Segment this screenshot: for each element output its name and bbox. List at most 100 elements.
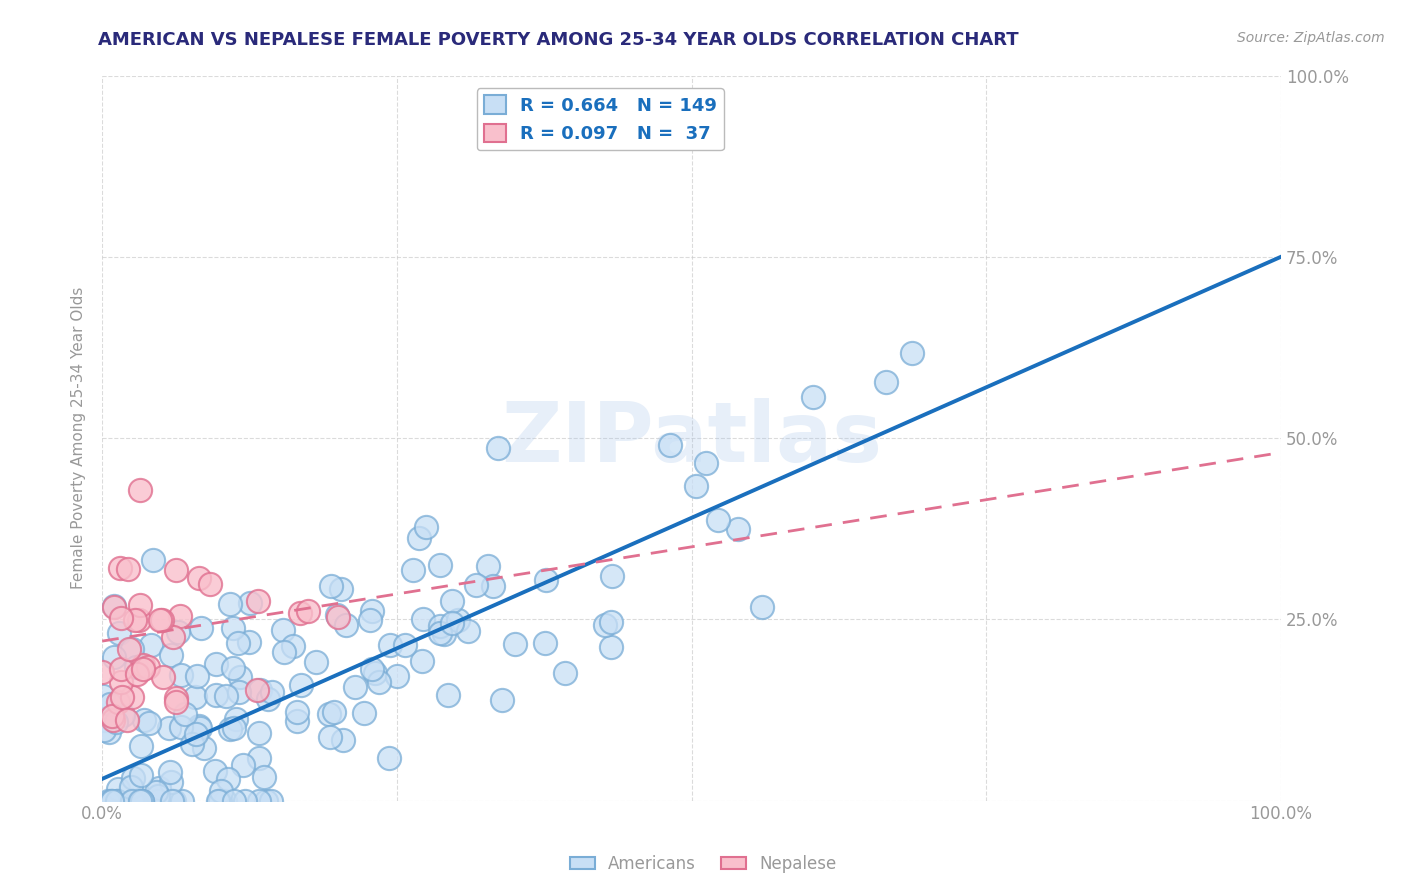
Point	[121, 642, 143, 657]
Point	[503, 637, 526, 651]
Point	[477, 559, 499, 574]
Point	[132, 657, 155, 672]
Point	[169, 668, 191, 682]
Point	[326, 609, 349, 624]
Point	[115, 714, 138, 728]
Point	[260, 685, 283, 699]
Point	[288, 606, 311, 620]
Point	[187, 719, 209, 733]
Point	[205, 688, 228, 702]
Point	[465, 578, 488, 592]
Point	[433, 626, 456, 640]
Point	[319, 730, 342, 744]
Legend: R = 0.664   N = 149, R = 0.097   N =  37: R = 0.664 N = 149, R = 0.097 N = 37	[477, 88, 724, 151]
Point	[271, 623, 294, 637]
Point	[600, 640, 623, 655]
Point	[162, 630, 184, 644]
Text: ZIPatlas: ZIPatlas	[501, 398, 882, 479]
Point	[249, 794, 271, 808]
Point	[335, 617, 357, 632]
Point	[184, 726, 207, 740]
Point	[429, 558, 451, 573]
Point	[122, 771, 145, 785]
Point	[214, 794, 236, 808]
Point	[110, 611, 132, 625]
Point	[103, 599, 125, 613]
Point	[727, 522, 749, 536]
Point	[224, 794, 246, 808]
Point	[108, 626, 131, 640]
Point	[111, 707, 134, 722]
Point	[207, 794, 229, 808]
Point	[121, 794, 143, 808]
Point	[200, 577, 222, 591]
Point	[249, 683, 271, 698]
Point	[169, 720, 191, 734]
Point	[326, 608, 349, 623]
Point	[536, 573, 558, 587]
Point	[128, 483, 150, 497]
Point	[128, 598, 150, 612]
Point	[100, 708, 122, 723]
Point	[353, 706, 375, 720]
Point	[121, 690, 143, 704]
Point	[486, 442, 509, 456]
Point	[751, 600, 773, 615]
Point	[901, 346, 924, 360]
Point	[131, 794, 153, 808]
Point	[121, 794, 143, 808]
Point	[91, 689, 114, 703]
Point	[659, 438, 682, 452]
Point	[260, 794, 283, 808]
Point	[129, 794, 152, 808]
Point	[290, 678, 312, 692]
Point	[93, 723, 115, 737]
Point	[224, 721, 246, 735]
Point	[707, 513, 730, 527]
Point	[167, 624, 190, 639]
Point	[319, 579, 342, 593]
Point	[364, 666, 387, 681]
Point	[229, 670, 252, 684]
Point	[218, 597, 240, 611]
Point	[429, 619, 451, 633]
Point	[148, 780, 170, 795]
Point	[146, 794, 169, 808]
Point	[146, 789, 169, 804]
Point	[186, 669, 208, 683]
Point	[323, 706, 346, 720]
Point	[329, 582, 352, 597]
Point	[247, 751, 270, 765]
Point	[238, 634, 260, 648]
Point	[215, 689, 238, 703]
Point	[600, 569, 623, 583]
Point	[149, 613, 172, 627]
Point	[247, 726, 270, 740]
Point	[332, 732, 354, 747]
Point	[281, 639, 304, 653]
Point	[411, 654, 433, 668]
Point	[367, 675, 389, 690]
Point	[110, 662, 132, 676]
Point	[129, 739, 152, 753]
Point	[152, 670, 174, 684]
Point	[209, 794, 232, 808]
Point	[120, 780, 142, 794]
Point	[359, 613, 381, 627]
Point	[145, 784, 167, 798]
Point	[221, 621, 243, 635]
Point	[273, 645, 295, 659]
Point	[101, 713, 124, 727]
Point	[600, 615, 623, 629]
Point	[318, 706, 340, 721]
Point	[128, 613, 150, 627]
Point	[183, 690, 205, 705]
Point	[256, 692, 278, 706]
Point	[132, 662, 155, 676]
Point	[228, 685, 250, 699]
Point	[441, 594, 464, 608]
Point	[252, 770, 274, 784]
Point	[247, 593, 270, 607]
Point	[127, 667, 149, 681]
Point	[107, 794, 129, 808]
